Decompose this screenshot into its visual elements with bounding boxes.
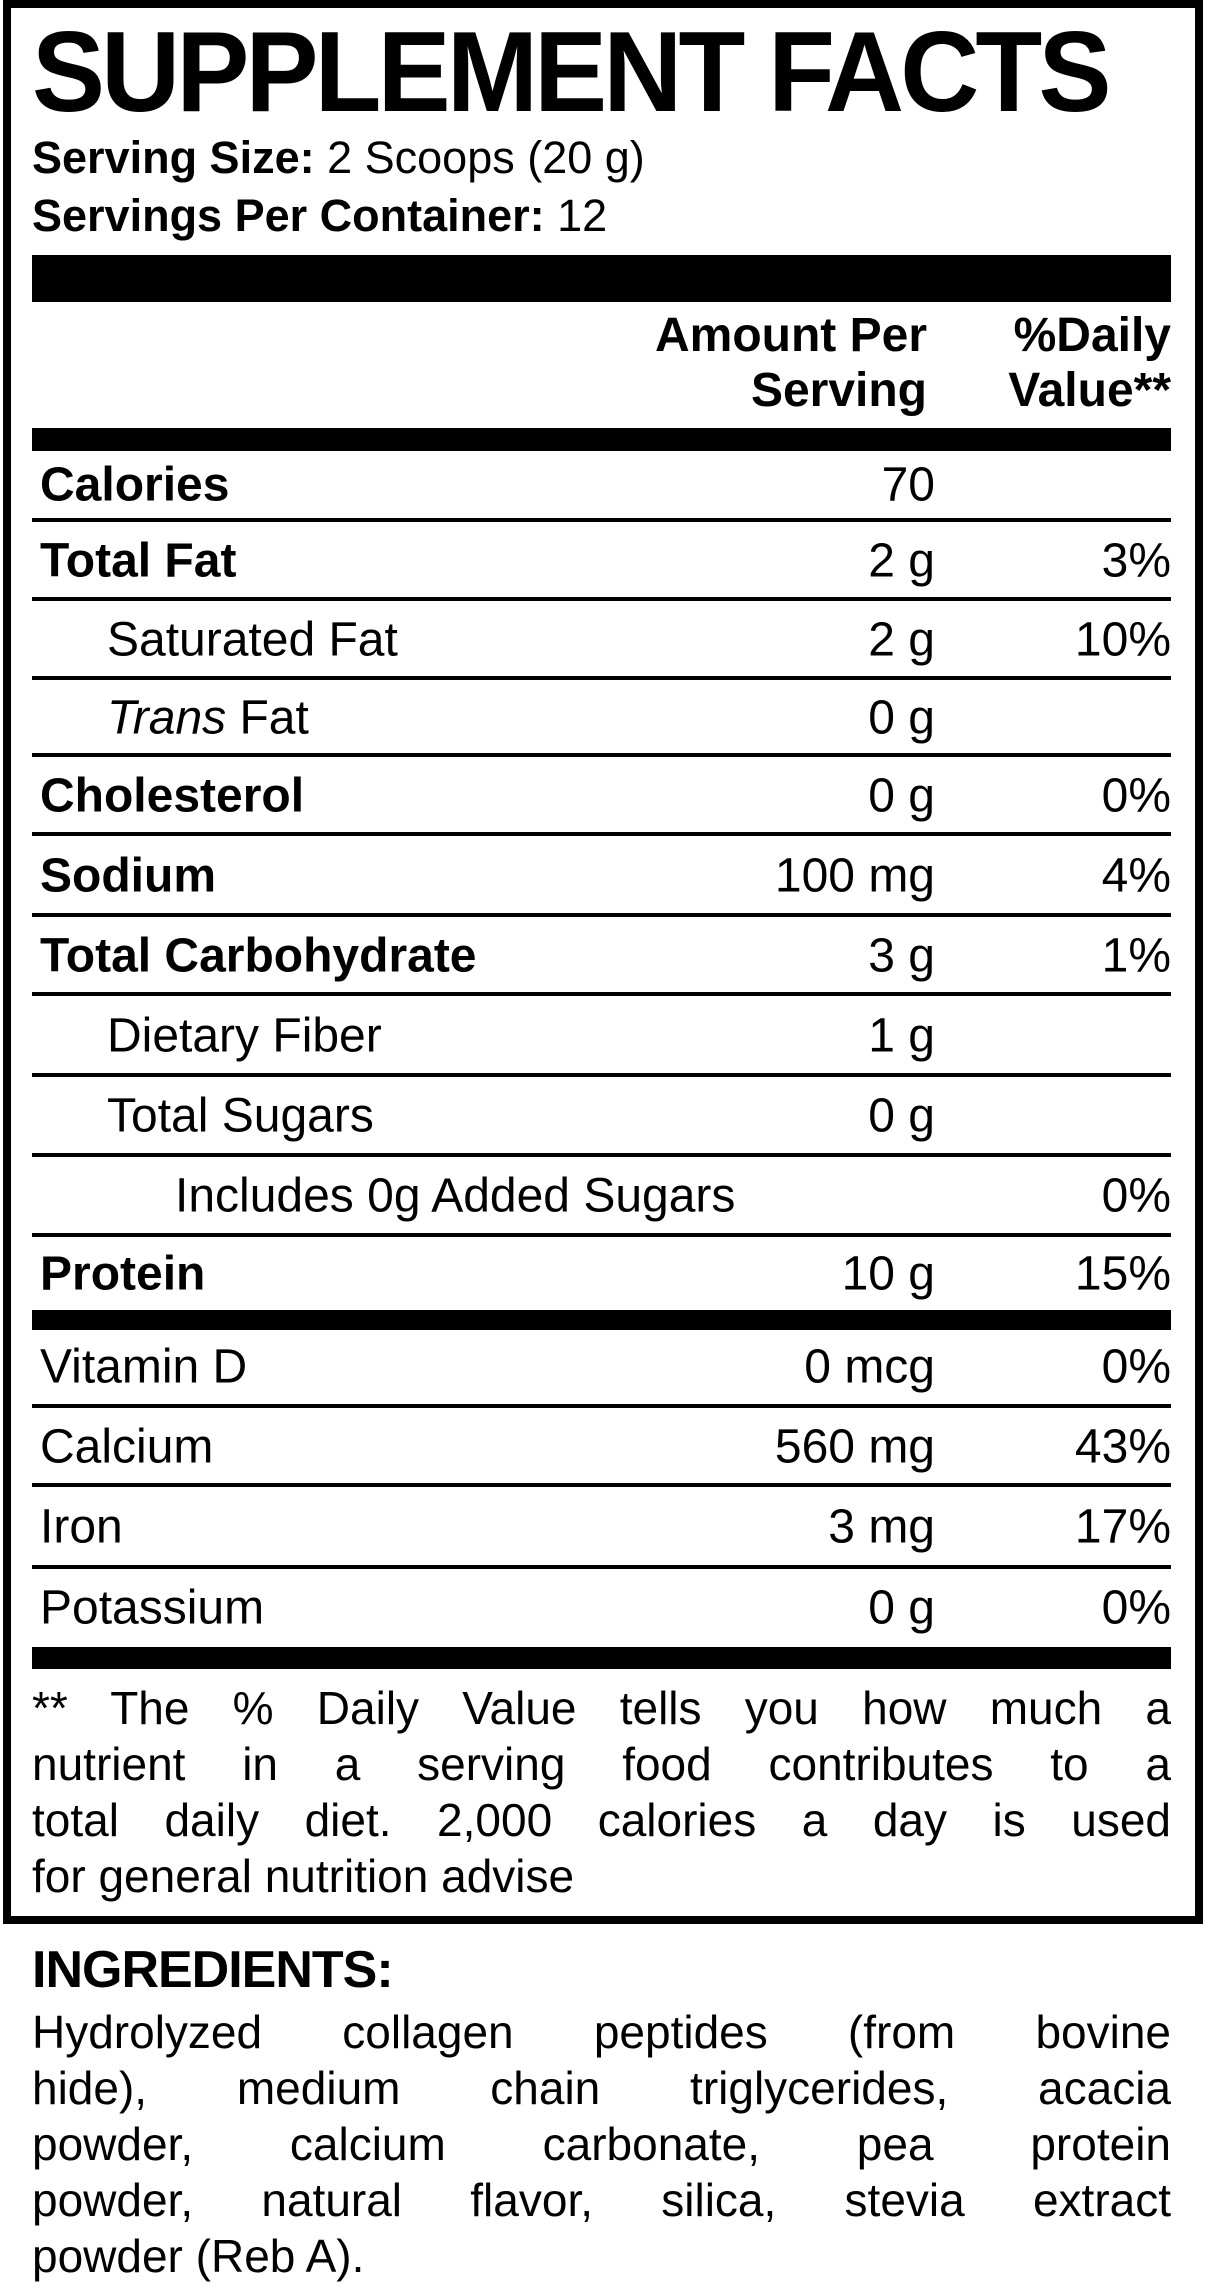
- nutrient-amount: 0 g: [868, 1581, 935, 1635]
- ingredients-heading: INGREDIENTS:: [32, 1941, 394, 1999]
- nutrient-name: Calcium: [40, 1420, 214, 1473]
- nutrient-row: Includes 0g Added Sugars 0%: [32, 1153, 1171, 1235]
- nutrient-name: Cholesterol: [40, 769, 305, 822]
- nutrient-amount: 0 g: [868, 1089, 935, 1143]
- nutrient-row: Iron 3 mg 17%: [32, 1483, 1171, 1567]
- nutrient-name: Calories: [40, 458, 230, 511]
- text-line: ** The % Daily Value tells you how much …: [32, 1682, 1171, 1734]
- servings-per-container: Servings Per Container: 12: [32, 191, 607, 241]
- nutrient-daily-value: 0%: [1101, 1169, 1171, 1223]
- text-line: total daily diet. 2,000 calories a day i…: [32, 1794, 1171, 1846]
- nutrient-daily-value: 3%: [1101, 534, 1171, 587]
- nutrient-row: Total Carbohydrate 3 g 1%: [32, 913, 1171, 994]
- serving-size-value: 2 Scoops (20 g): [314, 132, 645, 183]
- nutrient-row: Total Fat 2 g 3%: [32, 518, 1171, 599]
- nutrient-row: Calories 70: [32, 449, 1171, 520]
- nutrient-row: Trans Fat 0 g: [32, 676, 1171, 755]
- serving-size: Serving Size: 2 Scoops (20 g): [32, 133, 645, 183]
- nutrient-row: Total Sugars 0 g: [32, 1073, 1171, 1155]
- header-amount-line1: Amount Per: [654, 309, 927, 362]
- divider-bar: [32, 1647, 1171, 1669]
- nutrient-row: Potassium 0 g 0%: [32, 1565, 1171, 1647]
- nutrient-amount: 2 g: [868, 613, 935, 666]
- nutrient-amount: 2 g: [868, 534, 935, 587]
- nutrient-name: Total Carbohydrate: [40, 929, 477, 982]
- nutrient-name: Dietary Fiber: [107, 1009, 382, 1062]
- nutrient-amount: 560 mg: [774, 1420, 935, 1473]
- nutrient-amount: 70: [881, 458, 935, 511]
- nutrient-name-rest: Fat: [226, 691, 309, 744]
- amount-per-serving-header: Amount Per Serving: [655, 308, 927, 418]
- nutrient-daily-value: 17%: [1074, 1500, 1171, 1554]
- nutrient-daily-value: 1%: [1101, 929, 1171, 982]
- nutrient-name: Vitamin D: [40, 1340, 248, 1394]
- nutrient-daily-value: 4%: [1101, 849, 1171, 902]
- daily-value-header: %Daily Value**: [1008, 308, 1171, 418]
- daily-value-footnote: ** The % Daily Value tells you how much …: [32, 1680, 1171, 1904]
- nutrient-amount: 10 g: [841, 1247, 935, 1300]
- text-line: for general nutrition advise: [32, 1850, 575, 1902]
- serving-size-label: Serving Size:: [32, 132, 315, 183]
- nutrient-daily-value: 0%: [1101, 769, 1171, 822]
- divider-bar: [32, 255, 1171, 302]
- nutrient-row: Vitamin D 0 mcg 0%: [32, 1328, 1171, 1406]
- nutrient-name: Protein: [40, 1247, 206, 1300]
- nutrient-name-italic: Trans: [107, 691, 227, 744]
- nutrient-amount: 100 mg: [774, 849, 935, 902]
- nutrient-daily-value: 15%: [1074, 1247, 1171, 1300]
- nutrient-row: Dietary Fiber 1 g: [32, 992, 1171, 1075]
- nutrient-name: Total Sugars: [107, 1089, 374, 1143]
- text-line: Hydrolyzed collagen peptides (from bovin…: [32, 2006, 1171, 2058]
- nutrient-name: Potassium: [40, 1581, 265, 1635]
- nutrient-row: Saturated Fat 2 g 10%: [32, 597, 1171, 678]
- nutrient-row: Sodium 100 mg 4%: [32, 832, 1171, 915]
- nutrient-name: Iron: [40, 1500, 123, 1554]
- nutrient-name: Trans Fat: [107, 690, 309, 745]
- panel-title: SUPPLEMENT FACTS: [32, 9, 1111, 136]
- nutrient-amount: 3 g: [868, 929, 935, 982]
- text-line: powder (Reb A).: [32, 2230, 365, 2282]
- nutrient-amount: 1 g: [868, 1009, 935, 1062]
- text-line: nutrient in a serving food contributes t…: [32, 1738, 1171, 1790]
- nutrient-name: Total Fat: [40, 534, 237, 587]
- text-line: powder, calcium carbonate, pea protein: [32, 2118, 1171, 2170]
- nutrient-row: Cholesterol 0 g 0%: [32, 753, 1171, 834]
- divider-bar: [32, 428, 1171, 451]
- header-amount-line2: Serving: [750, 364, 927, 417]
- servings-per-container-label: Servings Per Container:: [32, 190, 545, 241]
- nutrient-name: Includes 0g Added Sugars: [175, 1169, 736, 1223]
- nutrient-amount: 0 g: [868, 691, 935, 744]
- nutrient-amount: 0 mcg: [804, 1340, 935, 1394]
- text-line: powder, natural flavor, silica, stevia e…: [32, 2174, 1171, 2226]
- text-line: hide), medium chain triglycerides, acaci…: [32, 2062, 1171, 2114]
- nutrient-row: Calcium 560 mg 43%: [32, 1404, 1171, 1485]
- nutrient-name: Saturated Fat: [107, 613, 398, 666]
- nutrient-amount: 0 g: [868, 769, 935, 822]
- supplement-facts-panel: [3, 0, 1203, 1924]
- header-dv-line2: Value**: [1008, 364, 1171, 417]
- nutrient-daily-value: 0%: [1101, 1581, 1171, 1635]
- nutrient-name: Sodium: [40, 849, 216, 902]
- divider-bar: [32, 1310, 1171, 1330]
- nutrient-daily-value: 10%: [1074, 613, 1171, 666]
- ingredients-text: Hydrolyzed collagen peptides (from bovin…: [32, 2004, 1171, 2284]
- servings-per-container-value: 12: [544, 190, 608, 241]
- header-dv-line1: %Daily: [1013, 309, 1171, 362]
- nutrient-daily-value: 43%: [1074, 1420, 1171, 1473]
- nutrient-row: Protein 10 g 15%: [32, 1233, 1171, 1310]
- nutrient-amount: 3 mg: [828, 1500, 935, 1554]
- nutrient-daily-value: 0%: [1101, 1340, 1171, 1394]
